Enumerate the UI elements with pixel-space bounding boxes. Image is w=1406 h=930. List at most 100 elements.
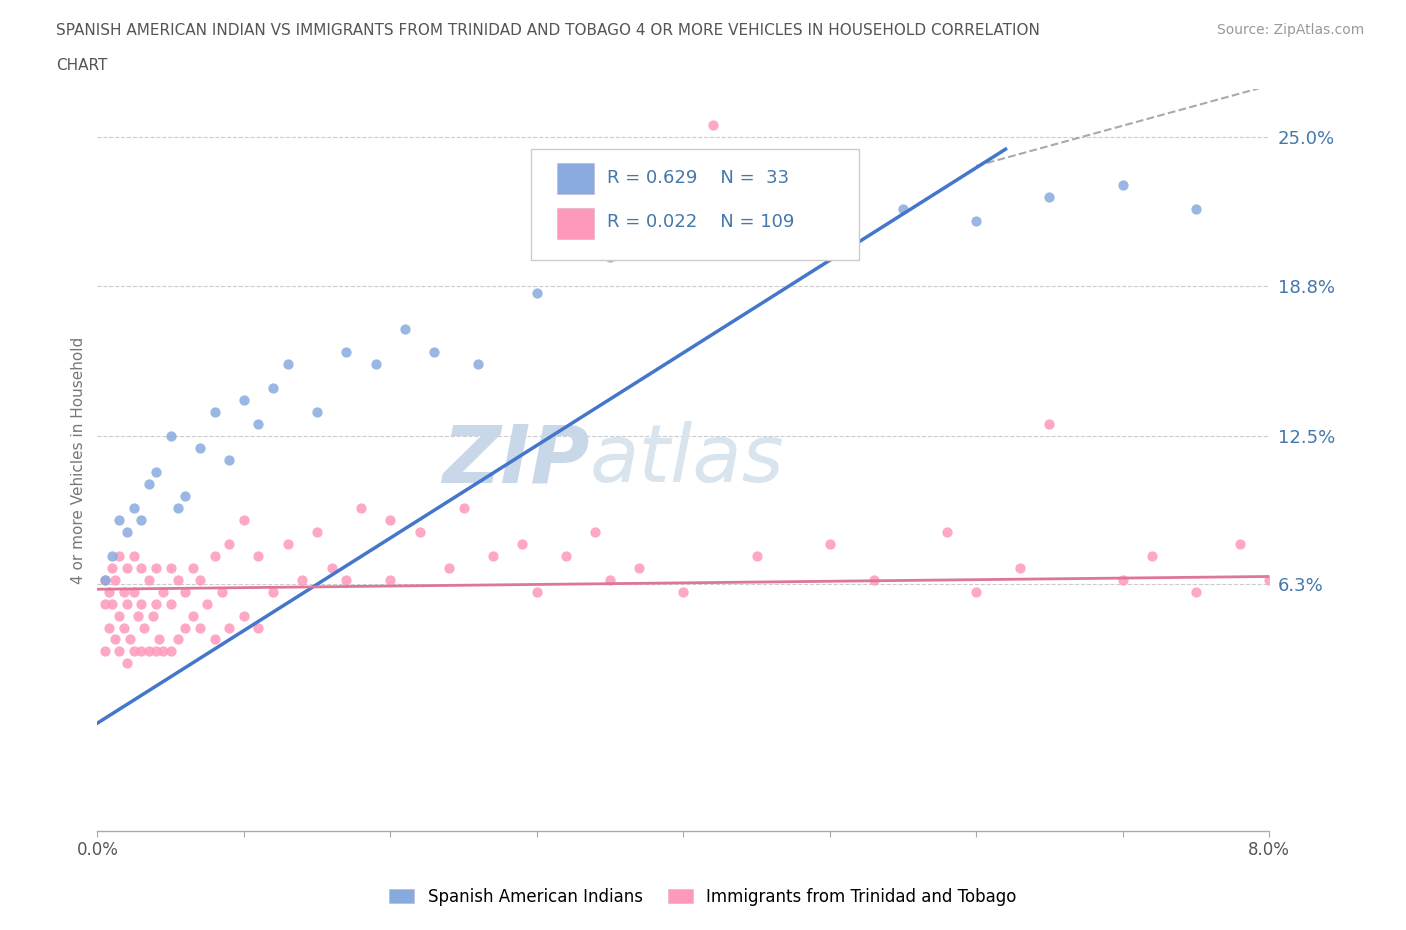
Point xyxy=(599,249,621,264)
Point xyxy=(965,214,987,229)
Text: SPANISH AMERICAN INDIAN VS IMMIGRANTS FROM TRINIDAD AND TOBAGO 4 OR MORE VEHICLE: SPANISH AMERICAN INDIAN VS IMMIGRANTS FR… xyxy=(56,23,1040,38)
Point xyxy=(583,525,606,539)
Point xyxy=(1331,584,1354,599)
Point xyxy=(818,537,841,551)
Y-axis label: 4 or more Vehicles in Household: 4 or more Vehicles in Household xyxy=(72,337,86,584)
Point xyxy=(152,584,174,599)
Point xyxy=(101,596,124,611)
Point xyxy=(1010,560,1032,575)
Point xyxy=(112,620,135,635)
Point xyxy=(307,525,329,539)
Point xyxy=(188,620,211,635)
Point xyxy=(891,202,914,217)
Point xyxy=(364,357,387,372)
Point xyxy=(335,572,357,587)
Point xyxy=(380,572,402,587)
Point xyxy=(204,549,226,564)
Point xyxy=(101,549,124,564)
Point xyxy=(138,476,160,491)
Text: R = 0.022    N = 109: R = 0.022 N = 109 xyxy=(607,213,794,232)
Text: CHART: CHART xyxy=(56,58,108,73)
Point xyxy=(142,608,165,623)
Point xyxy=(115,656,138,671)
Point xyxy=(1302,560,1324,575)
Point xyxy=(145,560,167,575)
Point xyxy=(108,549,131,564)
Point xyxy=(118,632,141,647)
Text: ZIP: ZIP xyxy=(441,421,589,499)
Point xyxy=(510,537,533,551)
Point xyxy=(335,345,357,360)
Point xyxy=(101,560,124,575)
Point xyxy=(935,525,957,539)
Text: atlas: atlas xyxy=(589,421,785,499)
Point xyxy=(1112,572,1135,587)
Point xyxy=(159,596,181,611)
Point xyxy=(174,584,197,599)
Point xyxy=(98,620,121,635)
Point xyxy=(98,584,121,599)
Point xyxy=(262,584,284,599)
Point xyxy=(1405,572,1406,587)
Point xyxy=(108,644,131,658)
Point xyxy=(115,525,138,539)
Point xyxy=(108,512,131,527)
Point xyxy=(247,620,270,635)
Point xyxy=(174,620,197,635)
Point xyxy=(526,286,548,300)
Point xyxy=(167,500,190,515)
Point xyxy=(181,608,204,623)
Point xyxy=(159,560,181,575)
Point xyxy=(115,560,138,575)
Point xyxy=(1361,549,1384,564)
Point xyxy=(555,549,578,564)
Point xyxy=(104,632,127,647)
Point xyxy=(408,525,430,539)
Point xyxy=(129,560,152,575)
Point xyxy=(129,644,152,658)
Point xyxy=(218,620,240,635)
Point xyxy=(145,596,167,611)
Point xyxy=(129,512,152,527)
Point xyxy=(138,572,160,587)
Text: Source: ZipAtlas.com: Source: ZipAtlas.com xyxy=(1216,23,1364,37)
Point xyxy=(112,584,135,599)
Point xyxy=(93,572,115,587)
Point xyxy=(672,584,695,599)
Point xyxy=(218,537,240,551)
Point xyxy=(394,321,416,336)
Point xyxy=(148,632,170,647)
Point xyxy=(232,392,254,407)
Point xyxy=(702,225,724,240)
Point xyxy=(188,572,211,587)
Point xyxy=(93,596,115,611)
Point xyxy=(262,381,284,396)
Point xyxy=(423,345,446,360)
Point xyxy=(526,584,548,599)
Point xyxy=(745,549,768,564)
Point xyxy=(437,560,460,575)
Point xyxy=(204,632,226,647)
Point xyxy=(104,572,127,587)
Point xyxy=(1185,584,1208,599)
Point xyxy=(482,549,505,564)
Point xyxy=(232,512,254,527)
Point xyxy=(115,596,138,611)
Point xyxy=(167,632,190,647)
Point xyxy=(152,644,174,658)
Point xyxy=(453,500,475,515)
Point xyxy=(122,644,145,658)
Point xyxy=(789,237,811,252)
Point xyxy=(181,560,204,575)
Point xyxy=(93,572,115,587)
Point xyxy=(862,572,884,587)
Point xyxy=(277,357,299,372)
Point xyxy=(599,572,621,587)
Point xyxy=(1229,537,1251,551)
Point xyxy=(1140,549,1163,564)
Point xyxy=(122,500,145,515)
Point xyxy=(93,644,115,658)
Point xyxy=(127,608,149,623)
Point xyxy=(138,644,160,658)
Point xyxy=(218,453,240,468)
